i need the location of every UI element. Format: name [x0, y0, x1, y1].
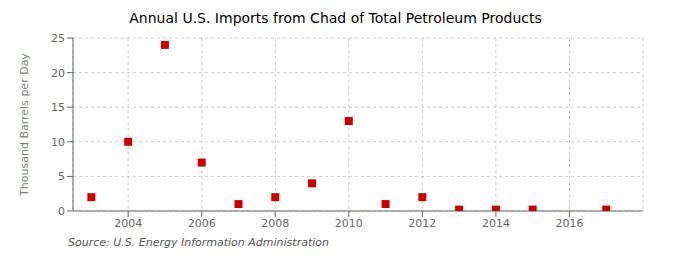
- svg-text:5: 5: [58, 170, 65, 183]
- svg-text:10: 10: [51, 136, 65, 149]
- svg-text:0: 0: [58, 205, 65, 218]
- svg-text:15: 15: [51, 101, 65, 114]
- html-text:Source: U.S. Energy Informatio: Source: U.S. Energy Information Administ…: [68, 236, 329, 249]
- html-text:Annual U.S. Imports from Chad: Annual U.S. Imports from Chad of Total P…: [129, 10, 542, 26]
- svg-text:Thousand Barrels per Day: Thousand Barrels per Day: [18, 53, 31, 197]
- svg-text:20: 20: [51, 67, 65, 80]
- svg-text:2008: 2008: [261, 217, 289, 230]
- svg-text:2014: 2014: [482, 217, 510, 230]
- svg-text:2016: 2016: [555, 217, 583, 230]
- svg-text:2012: 2012: [408, 217, 436, 230]
- svg-text:25: 25: [51, 32, 65, 45]
- svg-text:2004: 2004: [114, 217, 142, 230]
- svg-text:2010: 2010: [335, 217, 363, 230]
- svg-text:2006: 2006: [188, 217, 216, 230]
